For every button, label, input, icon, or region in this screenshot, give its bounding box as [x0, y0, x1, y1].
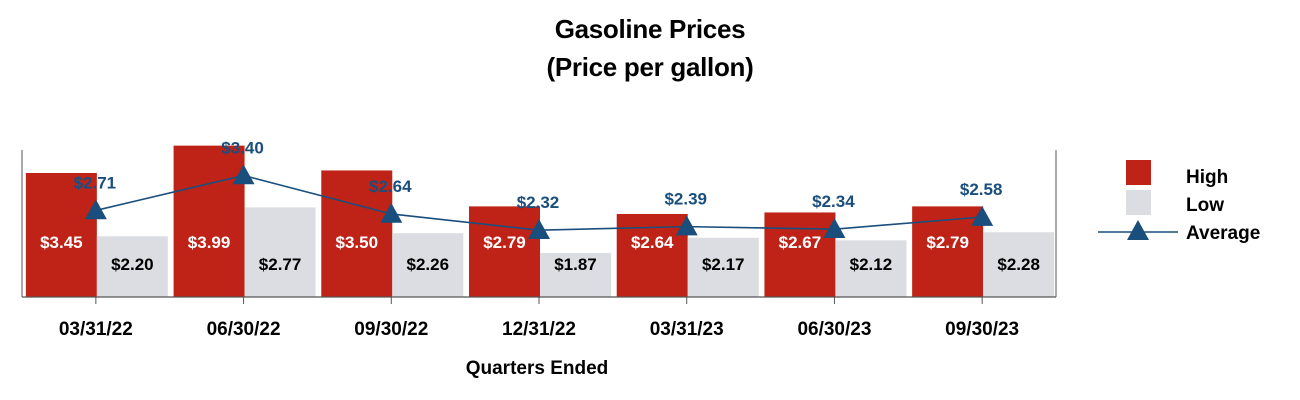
low-value-label: $2.77 — [259, 255, 302, 274]
average-value-label: $2.71 — [74, 173, 117, 192]
low-value-label: $1.87 — [554, 255, 597, 274]
x-axis-title: Quarters Ended — [466, 358, 609, 379]
average-value-label: $2.58 — [960, 180, 1003, 199]
high-value-label: $3.45 — [40, 233, 83, 252]
average-marker — [971, 206, 994, 226]
low-value-label: $2.26 — [407, 255, 450, 274]
x-tick-label: 09/30/23 — [945, 319, 1019, 340]
high-value-label: $2.79 — [926, 233, 969, 252]
low-bar — [392, 233, 464, 297]
x-tick-label: 06/30/23 — [797, 319, 871, 340]
low-value-label: $2.17 — [702, 255, 745, 274]
legend-high-swatch — [1126, 160, 1151, 185]
average-marker — [232, 164, 255, 185]
average-value-label: $3.40 — [221, 139, 264, 158]
legend-high-label: High — [1186, 167, 1228, 188]
high-value-label: $3.50 — [336, 233, 379, 252]
low-bar — [687, 237, 759, 297]
low-value-label: $2.12 — [850, 255, 893, 274]
average-marker — [84, 199, 107, 220]
high-bar — [321, 170, 393, 297]
legend-low-label: Low — [1186, 195, 1224, 216]
average-marker — [528, 219, 550, 239]
high-value-label: $2.79 — [483, 233, 526, 252]
x-tick-label: 06/30/22 — [207, 319, 281, 340]
high-bar — [469, 206, 540, 297]
x-tick-label: 12/31/22 — [502, 319, 576, 340]
average-value-label: $2.64 — [369, 177, 412, 196]
low-bar — [983, 232, 1055, 297]
average-value-label: $2.39 — [664, 190, 707, 209]
x-tick-label: 09/30/22 — [354, 319, 428, 340]
average-marker — [675, 215, 698, 236]
low-bar — [835, 240, 907, 297]
high-bar — [25, 172, 97, 297]
chart-title: Gasoline Prices — [554, 14, 746, 44]
average-value-label: $2.32 — [517, 193, 560, 212]
low-bar — [96, 236, 168, 297]
high-value-label: $2.64 — [631, 233, 674, 252]
legend-average-label: Average — [1186, 223, 1260, 244]
low-bar — [244, 207, 316, 297]
low-value-label: $2.20 — [111, 255, 154, 274]
high-value-label: $3.99 — [188, 233, 231, 252]
x-tick-label: 03/31/22 — [59, 319, 133, 340]
x-tick-label: 03/31/23 — [650, 319, 724, 340]
low-bar — [540, 252, 611, 297]
chart-subtitle: (Price per gallon) — [546, 52, 754, 82]
legend-average-marker — [1127, 220, 1149, 240]
high-value-label: $2.67 — [779, 233, 822, 252]
high-bar — [764, 212, 836, 297]
low-value-label: $2.28 — [997, 255, 1040, 274]
average-marker — [823, 218, 846, 238]
legend-low-swatch — [1126, 190, 1151, 215]
high-bar — [173, 145, 245, 297]
average-marker — [380, 202, 403, 223]
legend: High Low Average — [1098, 160, 1260, 244]
average-value-label: $2.34 — [812, 192, 855, 211]
